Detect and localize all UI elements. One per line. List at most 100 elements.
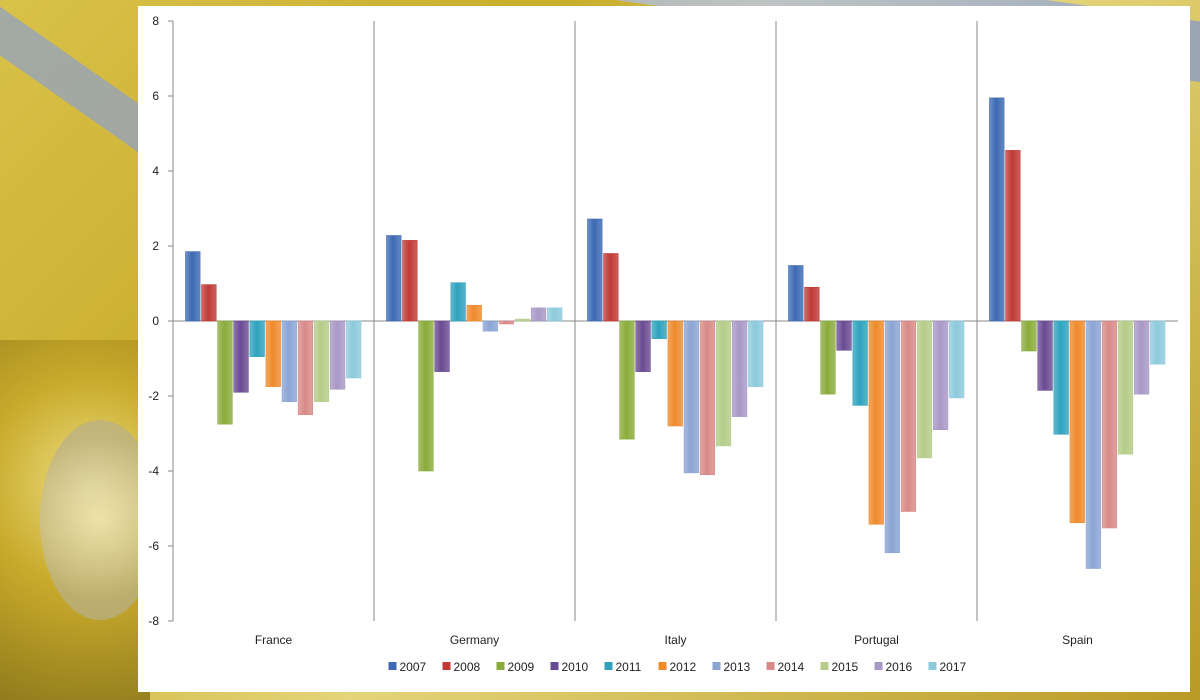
- legend-item-2015: 2015: [820, 660, 859, 674]
- bar-italy-2012: [667, 320, 683, 427]
- bar-france-2008: [201, 284, 217, 322]
- bar-germany-2009: [418, 320, 434, 472]
- y-tick-label: 0: [152, 314, 159, 328]
- bar-portugal-2008: [804, 286, 820, 322]
- bar-italy-2011: [651, 320, 667, 339]
- legend-label: 2014: [778, 660, 805, 674]
- legend-swatch: [874, 662, 883, 670]
- bar-italy-2010: [635, 320, 651, 372]
- x-tick-label: Germany: [450, 633, 499, 647]
- legend-item-2016: 2016: [874, 660, 913, 674]
- legend-label: 2013: [724, 660, 751, 674]
- bar-portugal-2016: [933, 320, 949, 431]
- legend-item-2012: 2012: [658, 660, 697, 674]
- y-tick-label: -2: [148, 389, 159, 403]
- y-tick-label: -8: [148, 614, 159, 628]
- bar-germany-2012: [466, 304, 482, 322]
- legend-swatch: [928, 662, 937, 670]
- bar-spain-2016: [1134, 320, 1150, 395]
- bar-germany-2007: [386, 235, 402, 322]
- legend-swatch: [604, 662, 613, 670]
- bar-italy-2007: [587, 218, 603, 322]
- bar-portugal-2009: [820, 320, 836, 395]
- legend-label: 2011: [616, 660, 642, 674]
- legend-item-2009: 2009: [496, 660, 535, 674]
- bar-spain-2017: [1150, 320, 1166, 365]
- legend-item-2013: 2013: [712, 660, 751, 674]
- legend-item-2017: 2017: [928, 660, 967, 674]
- bar-germany-2013: [482, 320, 498, 332]
- bar-germany-2011: [450, 282, 466, 322]
- bar-germany-2008: [402, 240, 418, 322]
- legend-swatch: [496, 662, 505, 670]
- bar-portugal-2011: [852, 320, 868, 406]
- bar-spain-2013: [1085, 320, 1101, 569]
- bar-portugal-2014: [900, 320, 917, 512]
- bar-france-2011: [249, 320, 265, 357]
- bar-germany-2017: [547, 307, 563, 322]
- y-tick-label: 8: [152, 14, 159, 28]
- bar-spain-2007: [989, 97, 1005, 322]
- legend-item-2014: 2014: [766, 660, 805, 674]
- bar-italy-2015: [715, 320, 732, 447]
- bar-france-2015: [313, 320, 330, 402]
- legend-item-2011: 2011: [604, 660, 642, 674]
- bar-france-2013: [281, 320, 297, 402]
- legend-label: 2017: [940, 660, 967, 674]
- legend-label: 2008: [454, 660, 481, 674]
- chart-panel: 8 6 4 2 0 -2 -4 -6 -8 France Germany Italy Portugal S…: [138, 6, 1190, 692]
- legend-label: 2015: [832, 660, 859, 674]
- y-tick-label: 4: [152, 164, 159, 178]
- bar-germany-2015: [514, 318, 531, 322]
- bar-spain-2009: [1021, 320, 1037, 352]
- bar-france-2010: [233, 320, 249, 393]
- bar-germany-2010: [434, 320, 450, 372]
- legend-swatch: [712, 662, 721, 670]
- bar-portugal-2013: [884, 320, 900, 554]
- y-tick-label: 6: [152, 89, 159, 103]
- legend-label: 2012: [670, 660, 697, 674]
- legend-swatch: [658, 662, 667, 670]
- bar-chart: 8 6 4 2 0 -2 -4 -6 -8 France Germany Italy Portugal S…: [148, 14, 1178, 674]
- x-tick-label: Spain: [1062, 633, 1093, 647]
- legend-swatch: [820, 662, 829, 670]
- bar-france-2009: [217, 320, 233, 425]
- bar-spain-2011: [1053, 320, 1069, 435]
- legend-item-2010: 2010: [550, 660, 589, 674]
- bar-france-2012: [265, 320, 281, 387]
- bar-portugal-2007: [788, 265, 804, 322]
- bar-spain-2015: [1117, 320, 1134, 455]
- bar-portugal-2017: [949, 320, 965, 399]
- bar-portugal-2015: [916, 320, 933, 459]
- bar-germany-2016: [531, 307, 547, 322]
- x-tick-label: Portugal: [854, 633, 899, 647]
- legend-label: 2016: [886, 660, 913, 674]
- bar-spain-2014: [1101, 320, 1118, 529]
- y-tick-label: 2: [152, 239, 159, 253]
- y-tick-label: -4: [148, 464, 159, 478]
- bar-portugal-2012: [868, 320, 884, 525]
- bar-france-2007: [185, 251, 201, 322]
- bar-france-2017: [346, 320, 362, 379]
- legend: 2007 2008 2009 2010 2011 2012 2013 2014 2015 2016…: [388, 660, 967, 674]
- legend-label: 2010: [562, 660, 589, 674]
- bar-france-2014: [297, 320, 314, 416]
- bar-germany-2014: [498, 320, 515, 325]
- bar-italy-2009: [619, 320, 635, 440]
- legend-label: 2009: [508, 660, 535, 674]
- legend-swatch: [766, 662, 775, 670]
- x-tick-label: Italy: [664, 633, 686, 647]
- legend-item-2007: 2007: [388, 660, 427, 674]
- bar-spain-2010: [1037, 320, 1053, 391]
- bar-italy-2016: [732, 320, 748, 417]
- x-tick-label: France: [255, 633, 293, 647]
- bar-france-2016: [330, 320, 346, 390]
- bar-italy-2008: [603, 253, 619, 322]
- legend-swatch: [388, 662, 397, 670]
- bar-italy-2013: [683, 320, 699, 474]
- bar-italy-2014: [699, 320, 716, 476]
- legend-item-2008: 2008: [442, 660, 481, 674]
- bar-italy-2017: [748, 320, 764, 387]
- bar-spain-2008: [1005, 150, 1021, 322]
- y-tick-label: -6: [148, 539, 159, 553]
